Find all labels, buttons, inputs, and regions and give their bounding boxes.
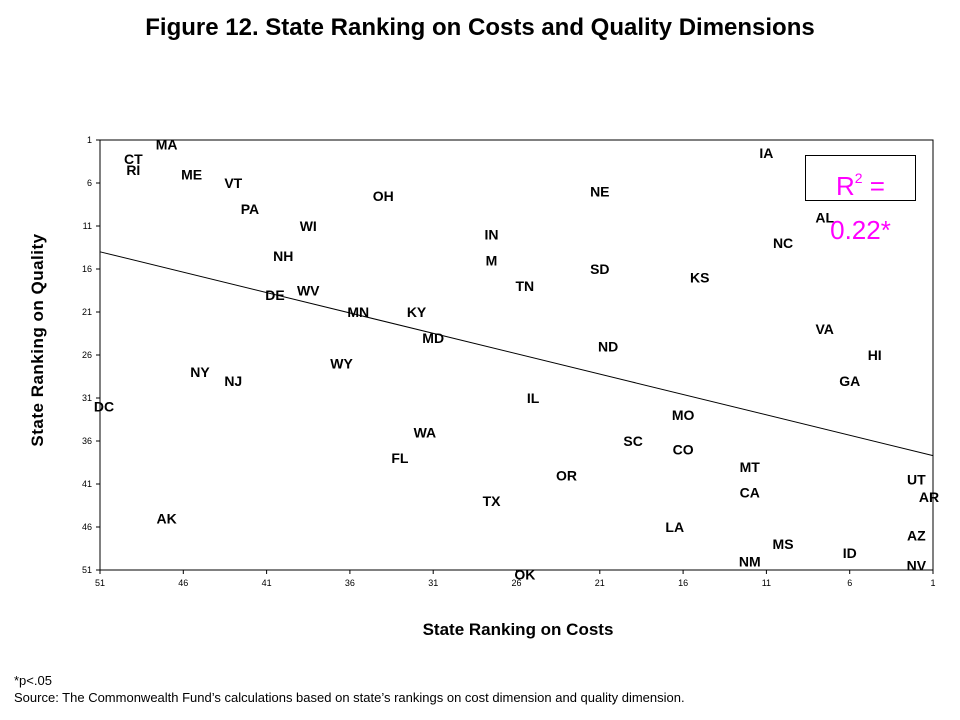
footnote: *p<.05 [14, 673, 52, 688]
x-tick-label: 16 [678, 578, 688, 588]
point-label-mn: MN [347, 304, 369, 320]
point-label-mt: MT [740, 459, 761, 475]
point-label-ga: GA [839, 373, 860, 389]
point-label-me: ME [181, 166, 202, 182]
point-label-fl: FL [391, 450, 409, 466]
point-label-id: ID [843, 545, 857, 561]
point-label-vt: VT [224, 175, 242, 191]
r-squared-symbol: R [836, 171, 855, 201]
point-label-nd: ND [598, 338, 618, 354]
point-label-oh: OH [373, 188, 394, 204]
plot-area [99, 139, 934, 571]
y-tick-label: 41 [82, 479, 92, 489]
point-label-ri: RI [126, 162, 140, 178]
x-tick-label: 21 [595, 578, 605, 588]
x-axis-label: State Ranking on Costs [422, 620, 614, 639]
y-tick-label: 21 [82, 307, 92, 317]
point-label-m: M [486, 252, 498, 268]
point-label-ks: KS [690, 270, 709, 286]
point-label-wi: WI [300, 218, 317, 234]
point-label-mo: MO [672, 407, 695, 423]
point-label-in: IN [485, 227, 499, 243]
point-label-ky: KY [407, 304, 427, 320]
point-label-ma: MA [156, 136, 178, 152]
point-label-co: CO [673, 442, 694, 458]
y-tick-label: 46 [82, 522, 92, 532]
trend-line [99, 251, 934, 457]
point-label-ok: OK [514, 566, 535, 582]
point-label-va: VA [815, 321, 833, 337]
y-tick-label: 1 [87, 135, 92, 145]
x-tick-label: 1 [930, 578, 935, 588]
x-tick-label: 51 [95, 578, 105, 588]
y-tick-label: 16 [82, 264, 92, 274]
x-tick-label: 6 [847, 578, 852, 588]
point-label-ct: CT [124, 151, 143, 167]
point-label-la: LA [665, 519, 684, 535]
point-label-ms: MS [773, 536, 794, 552]
y-tick-label: 11 [83, 221, 92, 231]
point-label-az: AZ [907, 528, 926, 544]
point-label-il: IL [527, 390, 540, 406]
point-label-hi: HI [868, 347, 882, 363]
x-tick-label: 11 [762, 578, 771, 588]
point-label-ak: AK [157, 510, 177, 526]
point-label-or: OR [556, 467, 577, 483]
point-label-pa: PA [241, 201, 259, 217]
x-tick-label: 46 [178, 578, 188, 588]
x-tick-label: 31 [428, 578, 438, 588]
point-label-dc: DC [94, 399, 114, 415]
y-tick-label: 26 [82, 350, 92, 360]
r-squared-annotation: R2 = 0.22* [805, 155, 916, 245]
point-label-ar: AR [919, 489, 939, 505]
y-tick-label: 31 [82, 393, 92, 403]
r-squared-value: = 0.22* [830, 171, 891, 245]
x-tick-label: 41 [262, 578, 272, 588]
point-label-ne: NE [590, 184, 609, 200]
point-label-nv: NV [907, 558, 927, 574]
point-label-al: AL [815, 209, 834, 225]
point-label-nh: NH [273, 248, 293, 264]
x-tick-label: 26 [511, 578, 521, 588]
y-tick-label: 6 [87, 178, 92, 188]
point-label-ny: NY [190, 364, 210, 380]
point-label-tn: TN [515, 278, 534, 294]
source-note: Source: The Commonwealth Fund’s calculat… [14, 690, 685, 705]
point-label-ca: CA [740, 485, 760, 501]
point-label-md: MD [422, 330, 444, 346]
point-label-sd: SD [590, 261, 609, 277]
point-label-ut: UT [907, 472, 926, 488]
point-label-tx: TX [483, 493, 502, 509]
point-label-nj: NJ [224, 373, 242, 389]
point-label-wa: WA [414, 424, 437, 440]
y-axis-label: State Ranking on Quality [28, 233, 47, 447]
point-label-sc: SC [623, 433, 642, 449]
y-tick-label: 36 [82, 436, 92, 446]
x-tick-label: 36 [345, 578, 355, 588]
point-label-wv: WV [297, 283, 320, 299]
r-squared-exponent: 2 [854, 170, 863, 186]
point-label-ia: IA [759, 145, 773, 161]
chart-title: Figure 12. State Ranking on Costs and Qu… [145, 14, 815, 41]
y-tick-label: 51 [82, 565, 92, 575]
point-label-wy: WY [330, 356, 353, 372]
point-label-de: DE [265, 287, 284, 303]
point-label-nc: NC [773, 235, 793, 251]
point-label-nm: NM [739, 553, 761, 569]
